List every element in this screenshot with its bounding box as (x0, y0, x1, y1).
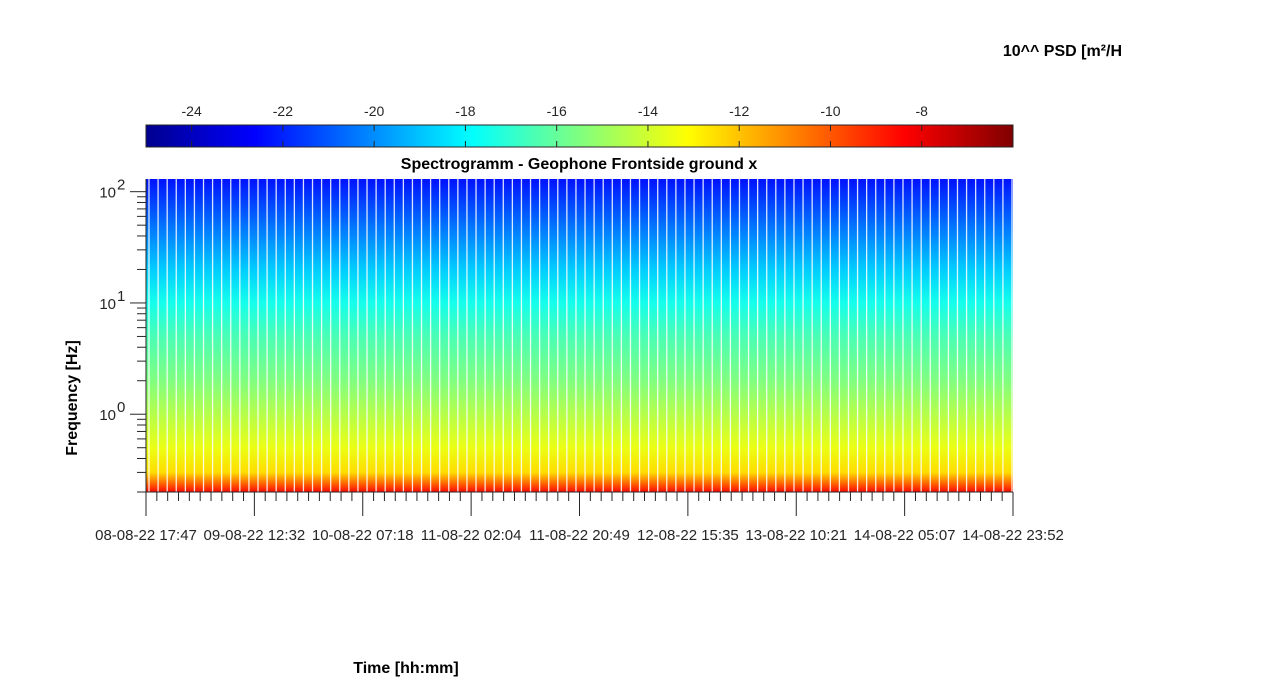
x-tick-label: 14-08-22 05:07 (854, 527, 956, 544)
colorbar-tick-label: -16 (547, 103, 567, 119)
y-tick-label: 10 (99, 185, 116, 202)
y-tick-exponent: 1 (117, 288, 125, 305)
colorbar-gradient (145, 124, 1014, 148)
x-tick-label: 11-08-22 02:04 (421, 527, 522, 544)
x-tick-label: 13-08-22 10:21 (745, 527, 847, 544)
y-tick-label: 10 (99, 407, 116, 424)
colorbar-tick-label: -8 (916, 103, 929, 119)
plot-area (146, 179, 1013, 492)
colorbar-tick-label: -20 (364, 103, 384, 119)
colorbar-tick-label: -12 (729, 103, 749, 119)
time-gaps (148, 179, 1013, 492)
spectrogram-field (146, 179, 1013, 492)
colorbar-tick-label: -18 (455, 103, 475, 119)
colorbar-tick-label: -24 (182, 103, 202, 119)
y-tick-label: 10 (99, 296, 116, 313)
x-axis: 08-08-22 17:47 09-08-22 12:32 10-08-22 07:… (95, 491, 1064, 544)
x-tick-label: 11-08-22 20:49 (529, 527, 630, 544)
colorbar: -24 -22 -20 -18 -16 -14 -12 -10 -8 (145, 103, 1014, 148)
colorbar-label: 10^^ PSD [m²/H (1003, 43, 1122, 60)
x-tick-label: 10-08-22 07:18 (312, 527, 414, 544)
x-tick-label: 14-08-22 23:52 (962, 527, 1064, 544)
colorbar-tick-label: -10 (820, 103, 840, 119)
y-axis-label: Frequency [Hz] (64, 340, 81, 456)
x-axis-label: Time [hh:mm] (353, 660, 458, 677)
chart-title: Spectrogramm - Geophone Frontside ground… (401, 156, 758, 173)
x-tick-label: 08-08-22 17:47 (95, 527, 197, 544)
colorbar-tick-label: -14 (638, 103, 658, 119)
x-tick-label: 09-08-22 12:32 (204, 527, 306, 544)
y-tick-exponent: 2 (117, 177, 125, 194)
colorbar-tick-label: -22 (273, 103, 293, 119)
x-tick-label: 12-08-22 15:35 (637, 527, 739, 544)
colorbar-ticks: -24 -22 -20 -18 -16 -14 -12 -10 -8 (182, 103, 929, 147)
y-tick-exponent: 0 (117, 399, 125, 416)
